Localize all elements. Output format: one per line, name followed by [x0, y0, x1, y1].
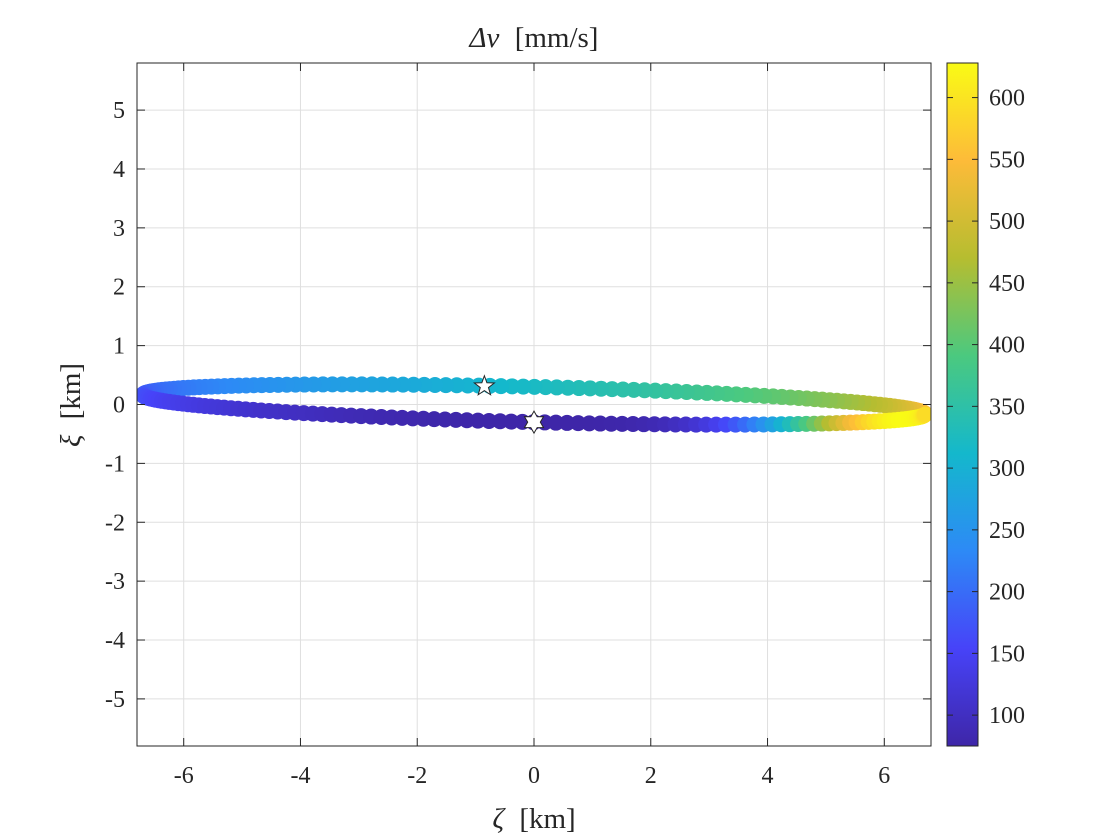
x-tick-label: -6 [174, 763, 194, 789]
colorbar-tick-label: 400 [989, 333, 1025, 359]
x-tick-labels: -6 -4 -2 0 2 4 6 [174, 763, 891, 789]
chart-title-unit: [mm/s] [515, 22, 599, 54]
data-point [570, 415, 587, 432]
hexagram-marker [523, 410, 545, 435]
data-point [916, 406, 931, 423]
data-point [492, 413, 509, 430]
data-point [559, 414, 576, 431]
data-point [537, 379, 554, 396]
data-point [504, 378, 521, 395]
y-tick-label: 2 [113, 275, 125, 301]
markers [472, 374, 545, 435]
x-axis-label-symbol: ζ [492, 803, 506, 835]
colorbar-tick-label: 500 [989, 209, 1025, 235]
colorbar [946, 62, 979, 747]
y-tick-label: 1 [113, 334, 125, 360]
star-marker [472, 374, 496, 396]
data-point [526, 378, 543, 395]
y-tick-label: 5 [113, 98, 125, 124]
grid [137, 63, 931, 746]
colorbar-tick-label: 200 [989, 580, 1025, 606]
data-point [492, 378, 509, 395]
data-point [548, 379, 565, 396]
x-tick-label: 4 [762, 763, 774, 789]
y-tick-label: -5 [105, 687, 125, 713]
data-point [571, 380, 587, 397]
chart-title-symbol: Δv [469, 22, 500, 54]
data-point [481, 412, 497, 429]
y-axis-label-symbol: ξ [55, 434, 87, 447]
y-tick-label: -3 [105, 569, 125, 595]
x-tick-label: 6 [878, 763, 890, 789]
y-tick-label: -1 [105, 451, 125, 477]
colorbar-tick-label: 600 [989, 86, 1025, 112]
x-tick-label: 0 [528, 763, 540, 789]
x-tick-label: 2 [645, 763, 657, 789]
data-point [547, 414, 564, 431]
data-points [137, 376, 931, 433]
x-tick-label: -2 [407, 763, 427, 789]
colorbar-tick-label: 300 [989, 456, 1025, 482]
x-axis-label: ζ [km] [492, 803, 575, 835]
y-tick-labels: -5 -4 -3 -2 -1 0 1 2 3 4 5 [105, 98, 125, 713]
colorbar-tick-labels: 100 150 200 250 300 350 400 450 500 550 600 [989, 86, 1025, 730]
y-tick-label: 4 [113, 157, 125, 183]
x-axis-label-unit: [km] [519, 803, 575, 835]
colorbar-tick-label: 350 [989, 394, 1025, 420]
axis-ticks [137, 63, 931, 746]
colorbar-tick-label: 100 [989, 703, 1025, 729]
y-tick-label: 0 [113, 393, 125, 419]
chart-title: Δv [mm/s] [469, 22, 599, 54]
y-tick-label: 3 [113, 216, 125, 242]
y-axis-label: ξ [km] [55, 363, 87, 447]
x-tick-label: -4 [290, 763, 310, 789]
y-tick-label: -4 [105, 628, 125, 654]
colorbar-tick-label: 450 [989, 271, 1025, 297]
colorbar-tick-label: 550 [989, 147, 1025, 173]
colorbar-tick-label: 250 [989, 518, 1025, 544]
data-point [515, 378, 532, 395]
data-point [559, 379, 576, 396]
colorbar-tick-label: 150 [989, 641, 1025, 667]
y-axis-label-unit: [km] [55, 363, 87, 419]
y-tick-label: -2 [105, 510, 125, 536]
colorbar-ticks [947, 97, 978, 716]
data-point [503, 413, 520, 430]
